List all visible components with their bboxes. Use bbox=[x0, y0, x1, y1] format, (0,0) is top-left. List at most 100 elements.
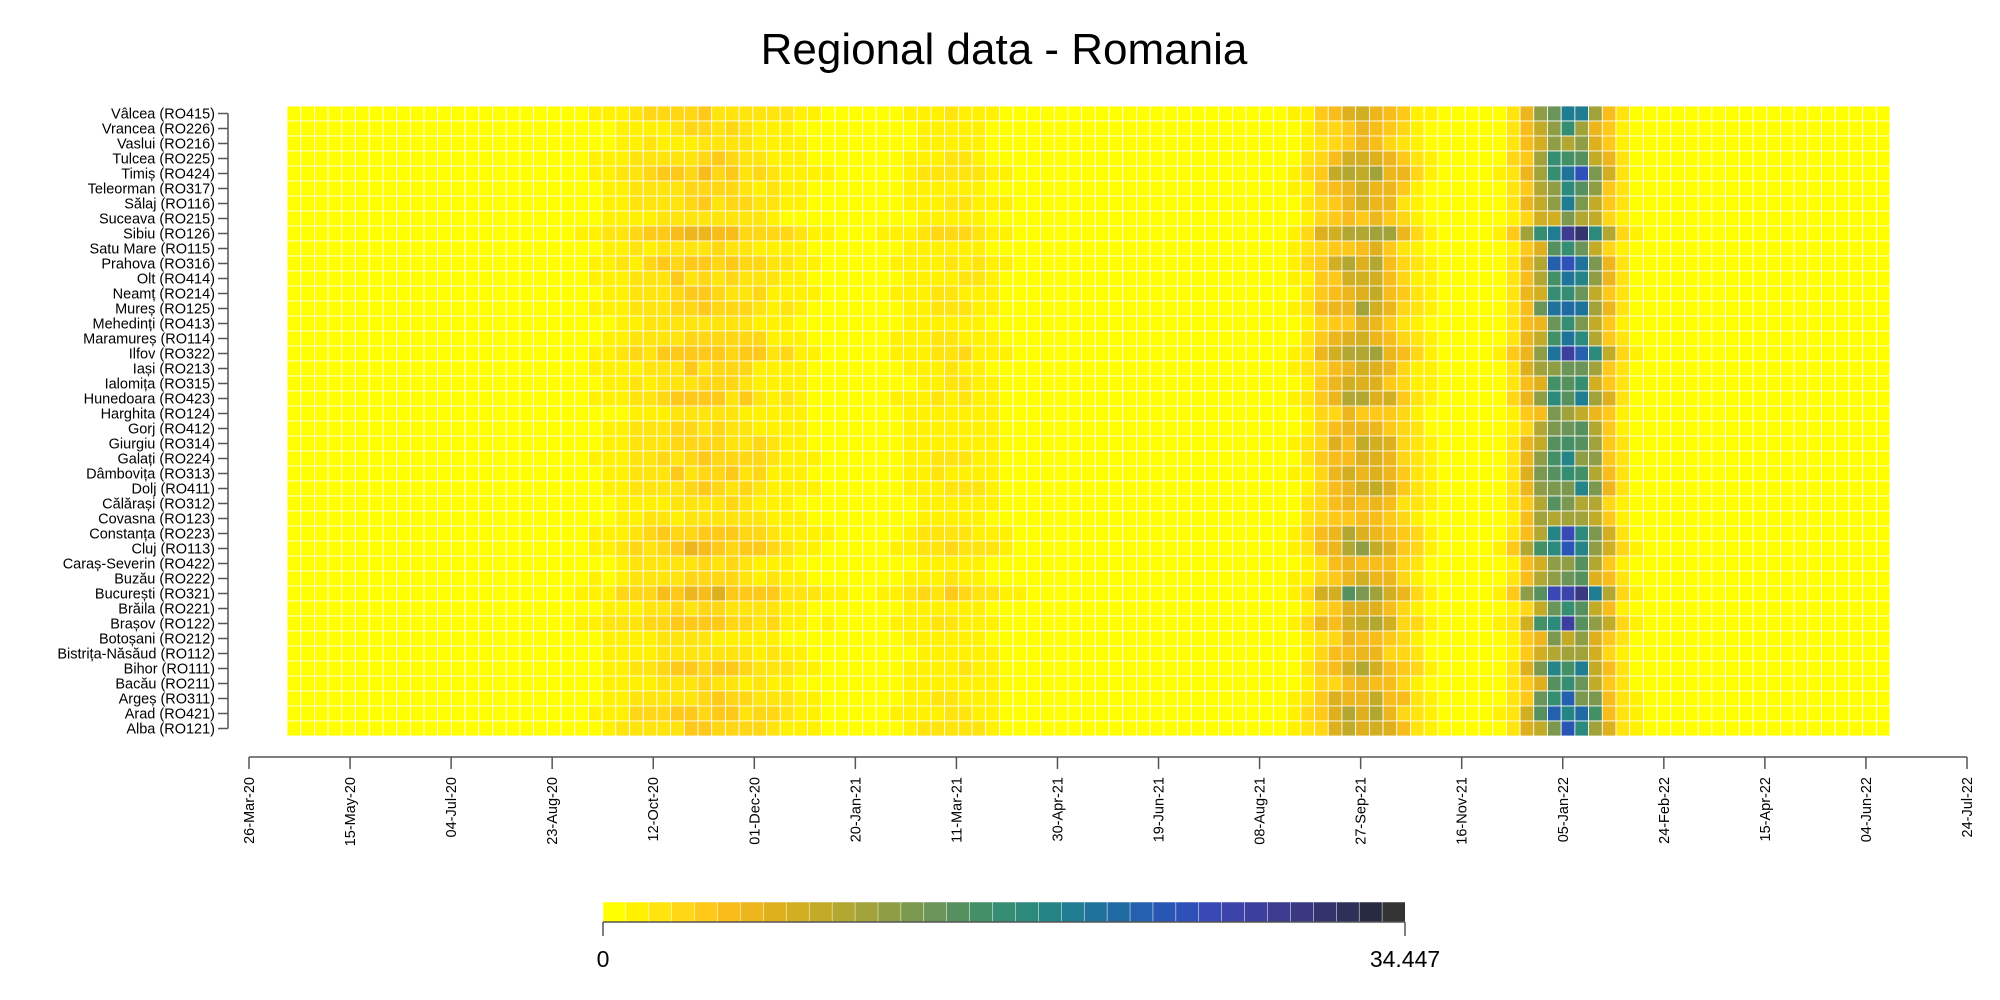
heatmap-cell bbox=[519, 405, 535, 422]
heatmap-cell bbox=[848, 660, 863, 677]
heatmap-cell bbox=[615, 465, 630, 482]
heatmap-cell bbox=[985, 525, 1000, 542]
heatmap-cell bbox=[601, 600, 617, 617]
heatmap-cell bbox=[1848, 660, 1864, 677]
heatmap-cell bbox=[1231, 105, 1247, 122]
heatmap-cell bbox=[492, 555, 507, 572]
heatmap-cell bbox=[1875, 330, 1891, 347]
heatmap-cell bbox=[889, 480, 904, 497]
heatmap-cell bbox=[1231, 255, 1247, 272]
heatmap-cell bbox=[546, 270, 562, 287]
heatmap-cell bbox=[478, 660, 493, 677]
heatmap-cell bbox=[766, 495, 781, 512]
heatmap-cell bbox=[1848, 435, 1864, 452]
heatmap-cell bbox=[1067, 525, 1083, 542]
heatmap-cell bbox=[423, 225, 439, 242]
heatmap-cell bbox=[779, 180, 795, 197]
heatmap-cell bbox=[820, 405, 836, 422]
heatmap-cell bbox=[1738, 285, 1754, 302]
heatmap-cell bbox=[341, 240, 356, 257]
heatmap-cell bbox=[313, 240, 329, 257]
heatmap-cell bbox=[629, 345, 644, 362]
heatmap-cell bbox=[519, 360, 535, 377]
heatmap-cell bbox=[451, 315, 466, 332]
heatmap-cell bbox=[1451, 585, 1466, 602]
heatmap-cell bbox=[1012, 720, 1028, 737]
heatmap-cell bbox=[1231, 510, 1247, 527]
heatmap-cell bbox=[1451, 540, 1466, 557]
heatmap-cell bbox=[807, 135, 822, 152]
heatmap-cell bbox=[1807, 225, 1822, 242]
heatmap-cell bbox=[1725, 585, 1740, 602]
heatmap-cell bbox=[985, 675, 1000, 692]
heatmap-cell bbox=[683, 615, 699, 632]
heatmap-cell bbox=[1711, 540, 1726, 557]
heatmap-cell bbox=[930, 360, 946, 377]
heatmap-cell bbox=[1752, 720, 1768, 737]
heatmap-cell bbox=[971, 690, 987, 707]
heatmap-cell bbox=[396, 405, 411, 422]
heatmap-cell bbox=[1067, 705, 1083, 722]
heatmap-cell bbox=[1601, 195, 1617, 212]
heatmap-cell bbox=[793, 315, 809, 332]
heatmap-cell bbox=[1327, 675, 1343, 692]
heatmap-cell bbox=[396, 720, 411, 737]
heatmap-cell bbox=[1725, 705, 1740, 722]
heatmap-cell bbox=[409, 390, 425, 407]
heatmap-cell bbox=[1286, 210, 1302, 227]
heatmap-cell bbox=[601, 105, 617, 122]
heatmap-cell bbox=[1807, 390, 1822, 407]
heatmap-cell bbox=[1615, 195, 1631, 212]
heatmap-cell bbox=[313, 105, 329, 122]
heatmap-cell bbox=[368, 465, 384, 482]
heatmap-cell bbox=[355, 330, 370, 347]
heatmap-cell bbox=[1875, 645, 1891, 662]
heatmap-cell bbox=[820, 645, 836, 662]
heatmap-cell bbox=[1862, 345, 1877, 362]
heatmap-cell bbox=[1081, 570, 1096, 587]
heatmap-cell bbox=[451, 570, 466, 587]
heatmap-cell bbox=[382, 525, 398, 542]
heatmap-cell bbox=[1848, 585, 1864, 602]
heatmap-cell bbox=[1053, 165, 1069, 182]
heatmap-cell bbox=[1505, 660, 1521, 677]
heatmap-cell bbox=[396, 585, 411, 602]
heatmap-cell bbox=[286, 255, 302, 272]
heatmap-cell bbox=[1122, 360, 1137, 377]
heatmap-cell bbox=[478, 480, 493, 497]
heatmap-cell bbox=[1108, 555, 1124, 572]
heatmap-cell bbox=[1862, 255, 1877, 272]
heatmap-cell bbox=[1478, 210, 1494, 227]
heatmap-cell bbox=[629, 405, 644, 422]
heatmap-cell bbox=[1821, 285, 1836, 302]
heatmap-cell bbox=[711, 615, 726, 632]
heatmap-cell bbox=[807, 435, 822, 452]
heatmap-cell bbox=[985, 210, 1000, 227]
heatmap-cell bbox=[409, 405, 425, 422]
heatmap-cell bbox=[1615, 210, 1631, 227]
heatmap-cell bbox=[725, 450, 740, 467]
heatmap-cell bbox=[1410, 150, 1425, 167]
heatmap-cell bbox=[464, 495, 480, 512]
heatmap-cell bbox=[1067, 240, 1083, 257]
heatmap-cell bbox=[1711, 645, 1726, 662]
heatmap-cell bbox=[519, 105, 535, 122]
heatmap-cell bbox=[1136, 600, 1151, 617]
heatmap-cell bbox=[588, 540, 603, 557]
heatmap-cell bbox=[1108, 690, 1124, 707]
heatmap-cell bbox=[738, 195, 754, 212]
heatmap-cell bbox=[1821, 510, 1836, 527]
heatmap-cell bbox=[971, 435, 987, 452]
heatmap-cell bbox=[834, 105, 850, 122]
heatmap-cell bbox=[505, 690, 521, 707]
heatmap-cell bbox=[1108, 420, 1124, 437]
heatmap-cell bbox=[985, 285, 1000, 302]
heatmap-cell bbox=[1793, 720, 1809, 737]
heatmap-cell bbox=[1314, 645, 1329, 662]
heatmap-cell bbox=[409, 375, 425, 392]
heatmap-cell bbox=[615, 690, 630, 707]
heatmap-cell bbox=[1053, 315, 1069, 332]
heatmap-cell bbox=[409, 315, 425, 332]
heatmap-cell bbox=[313, 285, 329, 302]
heatmap-cell bbox=[670, 165, 685, 182]
